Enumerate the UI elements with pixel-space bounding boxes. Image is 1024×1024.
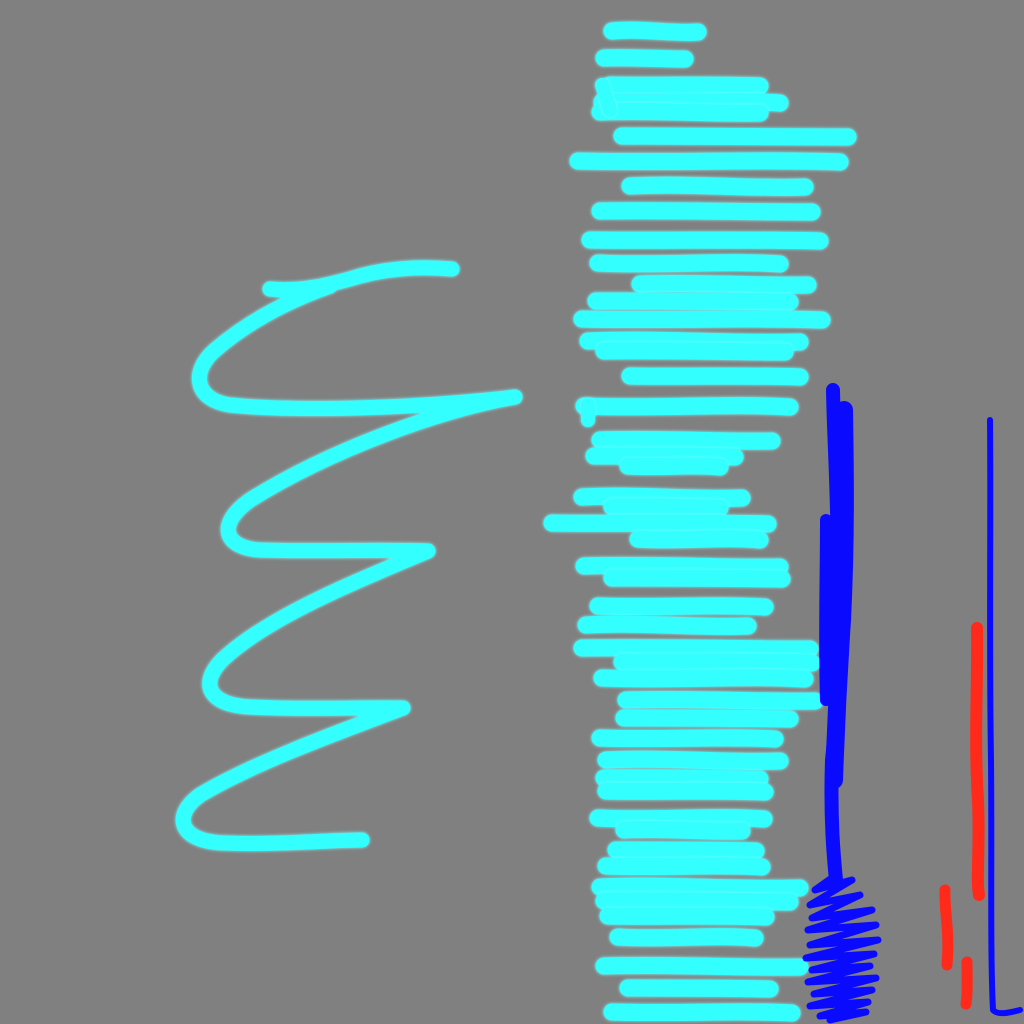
hatch-stroke [582, 648, 810, 649]
hatch-stroke [628, 466, 720, 467]
hatch-stroke [594, 456, 735, 457]
red-vertical-marks [945, 628, 979, 1004]
hatch-stroke [640, 283, 808, 285]
hatch-stroke [612, 507, 720, 508]
blue-thick-vertical-line [825, 390, 845, 880]
hatch-stroke [602, 102, 780, 103]
hatch-stroke [618, 937, 755, 938]
hatch-stroke [622, 662, 812, 663]
hatch-stroke [616, 850, 756, 851]
hatch-stroke [582, 496, 742, 498]
hatch-stroke [588, 340, 800, 342]
hatch-stroke [612, 30, 698, 32]
hatch-stroke [610, 85, 760, 86]
hatch-stroke [578, 161, 840, 162]
hatch-stroke [602, 678, 805, 679]
hatch-stroke [586, 624, 748, 626]
thin-line-stroke [990, 420, 1020, 1013]
scribble-stroke [806, 875, 878, 1020]
hatch-stroke [584, 406, 790, 407]
hatch-stroke [600, 439, 772, 441]
red-stroke [966, 962, 967, 1004]
cyan-zigzag-scribble [183, 268, 515, 844]
hatch-stroke [604, 351, 785, 352]
hatch-stroke [630, 185, 805, 187]
hatch-stroke [622, 136, 848, 137]
hatch-stroke [638, 539, 760, 540]
hatch-stroke [600, 886, 800, 888]
hatch-stroke [602, 85, 610, 110]
hatch-stroke [584, 565, 780, 567]
red-stroke [945, 890, 948, 965]
hatch-stroke [598, 263, 780, 264]
hatch-stroke [608, 916, 766, 917]
hatch-stroke [604, 778, 760, 779]
hatch-stroke [552, 523, 768, 524]
hatch-stroke [606, 866, 762, 867]
hatch-stroke [590, 240, 820, 241]
hatch-stroke [600, 111, 760, 113]
blue-thin-vertical-line [990, 420, 1020, 1013]
hatch-stroke [606, 791, 765, 792]
hatch-stroke [604, 901, 790, 902]
red-stroke [976, 628, 979, 895]
hatch-stroke [582, 319, 822, 320]
hatch-stroke [612, 1012, 792, 1013]
hatch-stroke [596, 301, 790, 302]
cyan-horizontal-hatching [552, 30, 848, 1013]
hatch-stroke [628, 988, 770, 989]
hatch-stroke [600, 211, 812, 212]
hatch-stroke [600, 738, 775, 739]
hatch-stroke [630, 376, 800, 377]
thick-line-stroke [825, 520, 826, 700]
hatch-stroke [612, 578, 782, 579]
zigzag-stroke [183, 268, 515, 844]
hatch-stroke [606, 759, 780, 761]
hatch-stroke [604, 58, 685, 59]
hatch-stroke [604, 965, 800, 967]
hatch-stroke [626, 699, 815, 701]
hatch-stroke [598, 818, 764, 819]
blue-bottom-scribble [806, 875, 878, 1020]
hatch-stroke [598, 606, 765, 607]
hatch-stroke [624, 829, 742, 831]
hatch-stroke [624, 718, 790, 719]
